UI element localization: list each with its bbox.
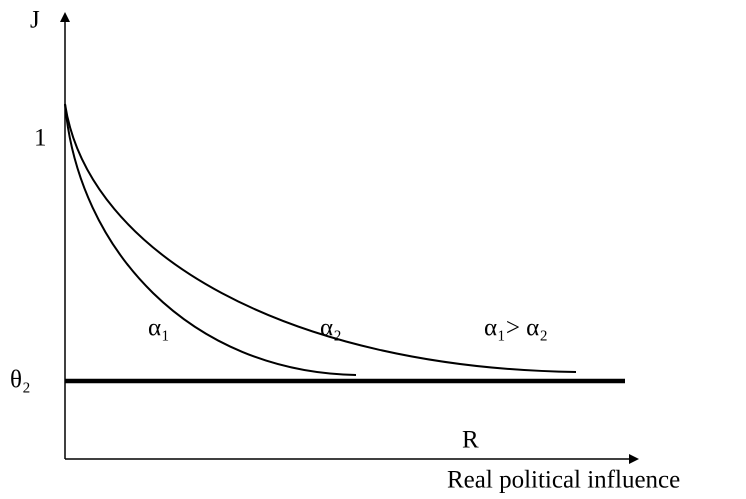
x-axis-label: R	[462, 427, 479, 454]
curve-alpha2	[64, 103, 577, 373]
curve-label: α₂	[320, 315, 342, 342]
curve-label: α₁	[148, 315, 170, 342]
y-mark-one: 1	[34, 125, 47, 152]
curve-alpha1	[64, 103, 357, 376]
x-axis-title: Real political influence	[447, 467, 680, 494]
y-axis-label: J	[30, 7, 40, 34]
annotation: α₁> α₂	[484, 315, 548, 342]
y-mark-theta: θ₂	[10, 367, 31, 394]
